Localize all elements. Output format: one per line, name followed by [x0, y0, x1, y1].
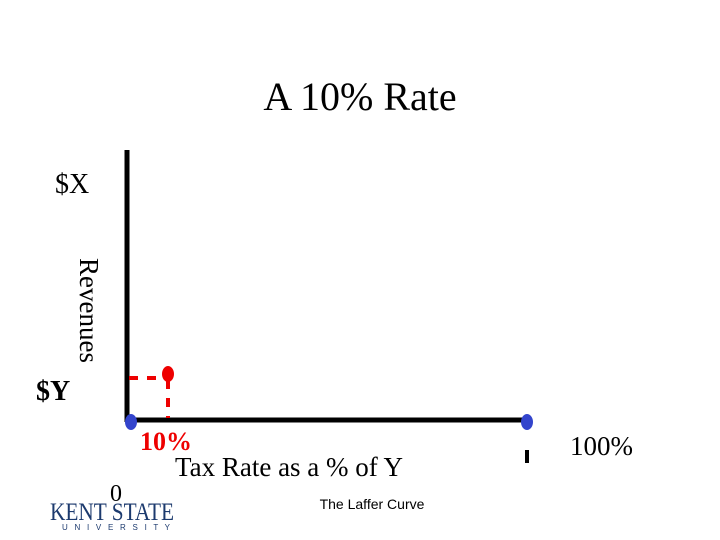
x-point-label: 10% — [140, 427, 192, 456]
origin-label: 0 — [110, 481, 122, 507]
title: A 10% Rate — [263, 74, 456, 119]
rate-point — [162, 366, 174, 382]
logo-sub: U N I V E R S I T Y — [62, 523, 171, 532]
x-end-label: 100% — [570, 431, 633, 461]
x-axis-label: Tax Rate as a % of Y — [175, 452, 403, 482]
y-axis-label: Revenues — [74, 258, 104, 363]
full-rate-point — [521, 414, 533, 430]
footer: The Laffer Curve — [320, 496, 425, 512]
origin-point — [125, 414, 137, 430]
logo-name: KENT STATE — [50, 499, 174, 526]
y-top-label: $X — [55, 169, 89, 200]
y-point-label: $Y — [36, 376, 70, 407]
